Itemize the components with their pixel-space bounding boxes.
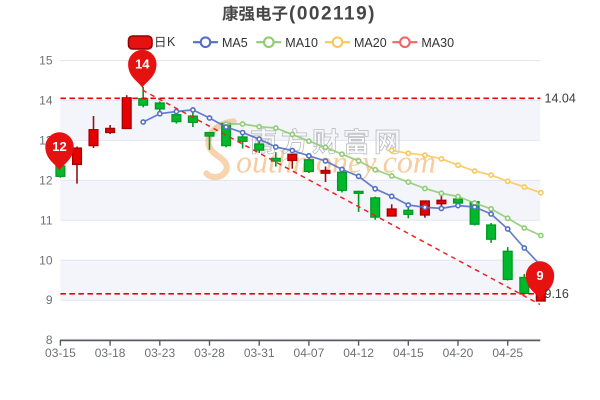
svg-text:MA30: MA30 [421, 36, 454, 50]
svg-text:9: 9 [536, 268, 543, 283]
svg-text:12: 12 [52, 139, 66, 154]
svg-text:03-15: 03-15 [45, 346, 76, 360]
svg-text:outhmoney.com: outhmoney.com [236, 144, 436, 180]
svg-text:03-23: 03-23 [144, 346, 175, 360]
svg-text:03-28: 03-28 [194, 346, 225, 360]
svg-text:10: 10 [39, 253, 53, 267]
svg-text:9.16: 9.16 [545, 287, 569, 301]
svg-text:12: 12 [39, 173, 53, 187]
svg-text:8: 8 [46, 333, 53, 347]
svg-text:04-20: 04-20 [443, 346, 474, 360]
svg-text:11: 11 [40, 213, 53, 227]
svg-text:15: 15 [39, 54, 53, 68]
svg-text:MA20: MA20 [354, 36, 387, 50]
svg-text:K: K [167, 35, 176, 49]
svg-text:03-31: 03-31 [244, 346, 275, 360]
svg-text:MA10: MA10 [285, 36, 318, 50]
svg-text:14.04: 14.04 [545, 92, 576, 106]
svg-text:04-25: 04-25 [492, 346, 523, 360]
svg-text:(002119): (002119) [289, 4, 376, 25]
svg-text:14: 14 [39, 94, 53, 108]
svg-text:04-07: 04-07 [294, 346, 325, 360]
svg-text:04-15: 04-15 [393, 346, 424, 360]
svg-text:04-12: 04-12 [343, 346, 374, 360]
svg-text:MA5: MA5 [222, 36, 248, 50]
svg-text:9: 9 [46, 293, 53, 307]
svg-text:03-18: 03-18 [95, 346, 126, 360]
svg-text:14: 14 [135, 57, 150, 72]
